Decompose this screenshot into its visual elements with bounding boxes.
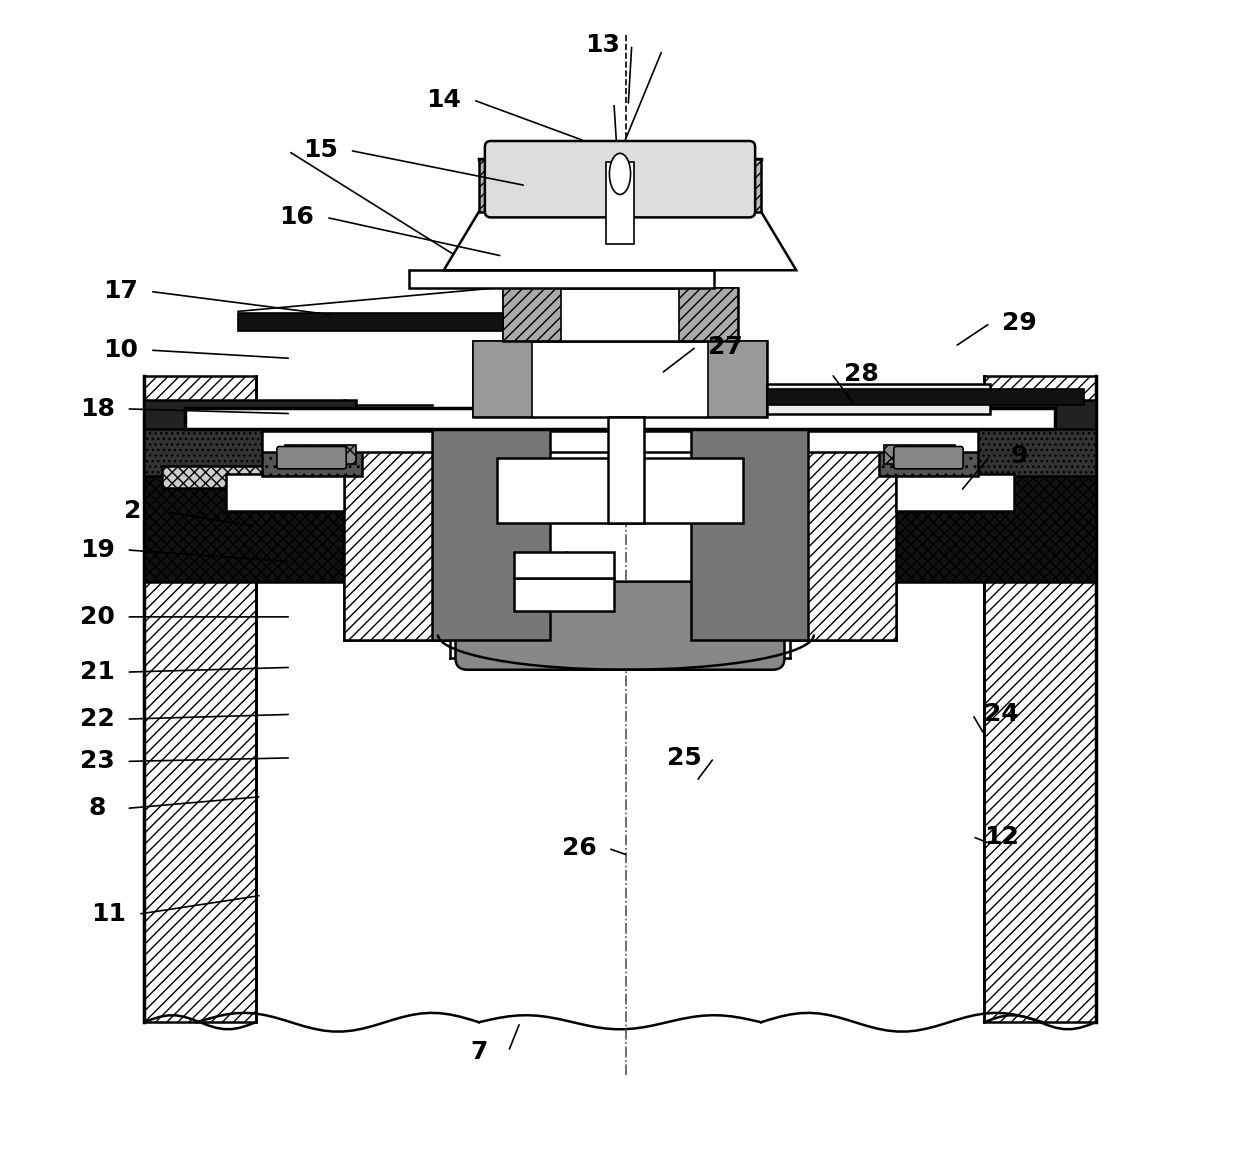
Text: 18: 18 [79, 397, 114, 421]
Bar [144, 476, 343, 582]
Bar [897, 423, 1096, 476]
Text: 11: 11 [92, 902, 126, 926]
Text: 8: 8 [88, 797, 105, 820]
Bar [708, 341, 766, 417]
Text: 23: 23 [79, 750, 114, 773]
Text: 2: 2 [124, 499, 141, 523]
Bar [691, 417, 808, 640]
Bar [262, 476, 978, 505]
Text: 14: 14 [427, 88, 461, 112]
Bar [606, 162, 634, 244]
Bar [343, 423, 450, 640]
Text: 25: 25 [667, 746, 702, 770]
Polygon shape [444, 212, 796, 270]
Bar [185, 408, 1055, 429]
Bar [790, 423, 897, 640]
Bar [144, 376, 255, 1022]
Bar [515, 552, 614, 578]
Text: 10: 10 [103, 338, 138, 362]
Ellipse shape [609, 153, 631, 195]
Bar [227, 474, 343, 511]
Text: 26: 26 [562, 837, 596, 860]
FancyBboxPatch shape [485, 141, 755, 217]
Bar [479, 159, 761, 211]
Bar [878, 450, 978, 476]
Text: 17: 17 [103, 280, 138, 303]
Bar [502, 288, 738, 341]
Text: 9: 9 [1011, 444, 1028, 468]
Bar [161, 466, 339, 488]
Bar [502, 288, 562, 341]
FancyBboxPatch shape [277, 446, 346, 469]
FancyBboxPatch shape [455, 582, 785, 670]
Text: 12: 12 [985, 825, 1019, 848]
Bar [474, 341, 532, 417]
Text: 15: 15 [303, 139, 337, 162]
Text: 29: 29 [1002, 311, 1037, 335]
Bar [262, 431, 978, 452]
Bar [884, 445, 955, 464]
Bar [985, 376, 1096, 1022]
Bar [238, 313, 502, 331]
Bar [897, 476, 1096, 582]
Bar [285, 445, 356, 464]
Bar [609, 417, 644, 523]
Polygon shape [408, 270, 714, 288]
Bar [144, 400, 356, 429]
Bar [144, 423, 343, 476]
Bar [766, 384, 990, 414]
Text: 16: 16 [279, 206, 314, 229]
Bar [497, 458, 743, 523]
Bar [897, 474, 1013, 511]
Bar [766, 389, 1084, 405]
Bar [678, 288, 738, 341]
FancyBboxPatch shape [894, 446, 963, 469]
Bar [884, 400, 1096, 429]
Text: 24: 24 [985, 703, 1019, 726]
Text: 28: 28 [843, 362, 878, 385]
Text: 27: 27 [708, 335, 743, 358]
Text: 7: 7 [470, 1040, 487, 1063]
Text: 21: 21 [79, 660, 114, 684]
Bar [474, 341, 766, 417]
Text: 22: 22 [79, 707, 114, 731]
Bar [432, 417, 549, 640]
Bar [515, 578, 614, 611]
Text: 13: 13 [585, 33, 620, 56]
Bar [262, 450, 362, 476]
Text: 20: 20 [79, 605, 114, 629]
Polygon shape [255, 376, 985, 993]
Text: 19: 19 [79, 538, 114, 562]
